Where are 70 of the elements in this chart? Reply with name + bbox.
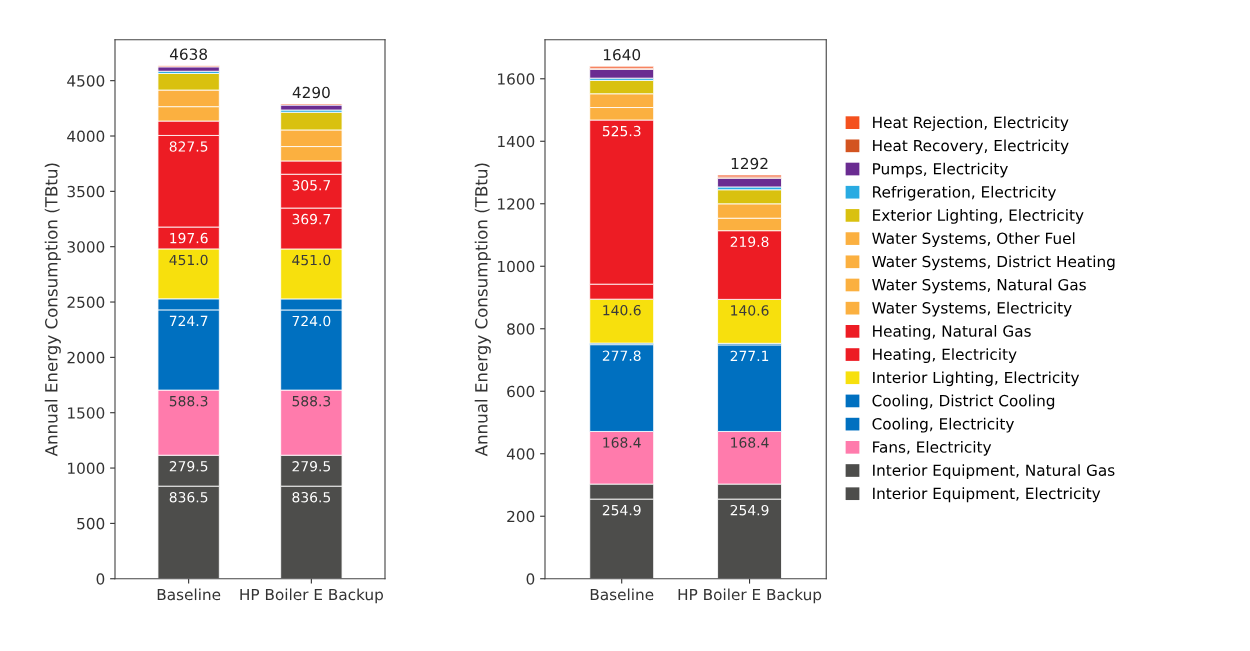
legend-label: Heat Recovery, Electricity (873, 139, 1069, 155)
y-tick-label: 1400 (498, 135, 535, 148)
data-label: 197.6 (170, 232, 208, 244)
legend-label: Interior Equipment, Electricity (873, 487, 1101, 503)
legend-label: Interior Equipment, Natural Gas (873, 464, 1115, 479)
data-label: 451.0 (169, 254, 208, 266)
data-label: 219.8 (730, 236, 769, 248)
data-label: 140.6 (731, 305, 769, 316)
data-label: 724.0 (292, 315, 331, 327)
total-label: 4290 (292, 86, 330, 99)
y-tick-label: 0 (526, 573, 535, 585)
data-label: 588.3 (169, 395, 208, 407)
total-label: 1640 (603, 48, 641, 61)
data-label: 168.4 (731, 437, 769, 448)
data-label: 369.7 (292, 213, 331, 225)
data-label: 305.7 (292, 180, 331, 191)
x-tick-label: Baseline (157, 588, 221, 601)
total-label: 4638 (169, 48, 208, 60)
y-tick-label: 2000 (67, 351, 105, 364)
data-label: 277.1 (730, 350, 769, 361)
legend-label: Exterior Lighting, Electricity (873, 209, 1084, 224)
data-label: 279.5 (169, 461, 208, 472)
y-tick-label: 3500 (67, 185, 105, 198)
y-tick-label: 2500 (67, 296, 105, 309)
legend-label: Pumps, Electricity (873, 162, 1008, 178)
y-tick-label: 1200 (498, 198, 535, 210)
legend-label: Heating, Natural Gas (873, 325, 1031, 340)
legend-label: Cooling, District Cooling (872, 394, 1055, 410)
y-tick-label: 600 (507, 385, 535, 398)
legend-label: Refrigeration, Electricity (873, 185, 1056, 201)
y-tick-label: 800 (507, 323, 535, 335)
data-label: 451.0 (292, 254, 331, 266)
data-label: 827.5 (169, 141, 208, 152)
legend-label: Water Systems, Other Fuel (872, 232, 1075, 248)
legend-label: Water Systems, Electricity (872, 301, 1072, 317)
y-axis-title: Annual Energy Consumption (TBtu) (44, 163, 61, 457)
legend-label: Cooling, Electricity (872, 417, 1014, 433)
data-label: 140.6 (603, 304, 641, 316)
x-tick-label: HP Boiler E Backup (678, 588, 822, 604)
y-tick-label: 400 (506, 448, 535, 460)
y-tick-label: 1600 (498, 73, 535, 85)
y-tick-label: 200 (507, 510, 535, 523)
data-label: 168.4 (603, 437, 641, 448)
y-tick-label: 1000 (68, 462, 105, 475)
data-label: 588.3 (292, 395, 331, 407)
data-label: 836.5 (169, 491, 208, 503)
y-tick-label: 1500 (68, 407, 105, 419)
data-label: 254.9 (730, 504, 769, 516)
total-label: 1292 (731, 157, 768, 170)
x-tick-label: Baseline (590, 588, 654, 601)
legend-label: Water Systems, Natural Gas (872, 278, 1086, 294)
data-label: 525.3 (602, 125, 641, 137)
legend-label: Heat Rejection, Electricity (873, 116, 1069, 132)
data-label: 724.7 (169, 315, 208, 326)
legend-label: Interior Lighting, Electricity (873, 371, 1080, 387)
y-tick-label: 3000 (67, 241, 105, 253)
y-tick-label: 500 (77, 517, 105, 530)
y-tick-label: 1000 (498, 260, 535, 273)
y-tick-label: 4000 (67, 130, 105, 143)
y-axis-title: Annual Energy Consumption (TBtu) (474, 163, 491, 457)
data-label: 836.5 (292, 491, 331, 503)
x-tick-label: HP Boiler E Backup (240, 588, 383, 604)
legend-label: Fans, Electricity (873, 440, 992, 456)
y-tick-label: 0 (96, 573, 105, 585)
data-label: 254.9 (602, 504, 641, 516)
legend-label: Water Systems, District Heating (872, 255, 1115, 271)
data-label: 279.5 (292, 461, 331, 472)
legend-label: Heating, Electricity (873, 348, 1017, 363)
y-tick-label: 4500 (67, 75, 105, 87)
data-label: 277.8 (602, 350, 641, 361)
